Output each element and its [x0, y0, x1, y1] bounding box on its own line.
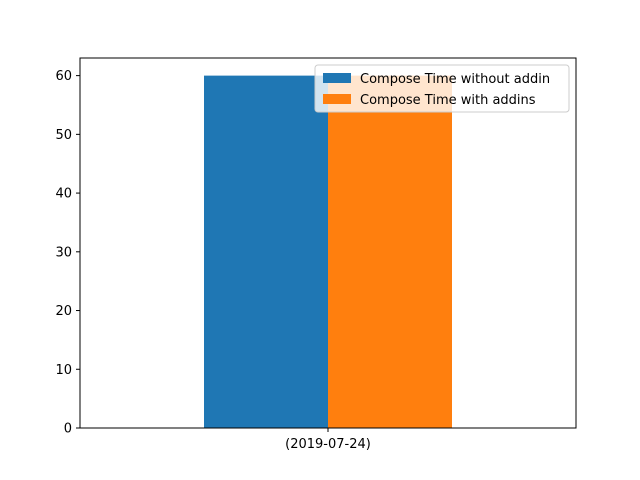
legend-label-1: Compose Time with addins	[360, 93, 536, 108]
x-axis: (2019-07-24)	[285, 428, 371, 452]
y-tick-label: 50	[55, 128, 72, 143]
bar-1-0	[328, 75, 452, 428]
y-tick-label: 40	[55, 187, 72, 202]
y-tick-label: 20	[55, 304, 72, 319]
y-tick-label: 60	[55, 69, 72, 84]
bars-group	[204, 75, 452, 428]
legend-box	[314, 64, 570, 113]
plot-area-frame	[79, 57, 577, 429]
legend-swatch-1	[323, 94, 351, 104]
x-tick-label: (2019-07-24)	[285, 437, 371, 452]
y-axis: 0 10 20 30 40 50 60	[55, 69, 80, 437]
legend: Compose Time without addin Compose Time w…	[314, 64, 570, 113]
y-tick-label: 30	[55, 245, 72, 260]
bar-0-0	[204, 75, 328, 428]
legend-swatch-0	[323, 73, 351, 83]
y-tick-label: 10	[55, 363, 72, 378]
legend-label-0: Compose Time without addin	[360, 72, 550, 87]
y-tick-label: 0	[64, 422, 72, 437]
